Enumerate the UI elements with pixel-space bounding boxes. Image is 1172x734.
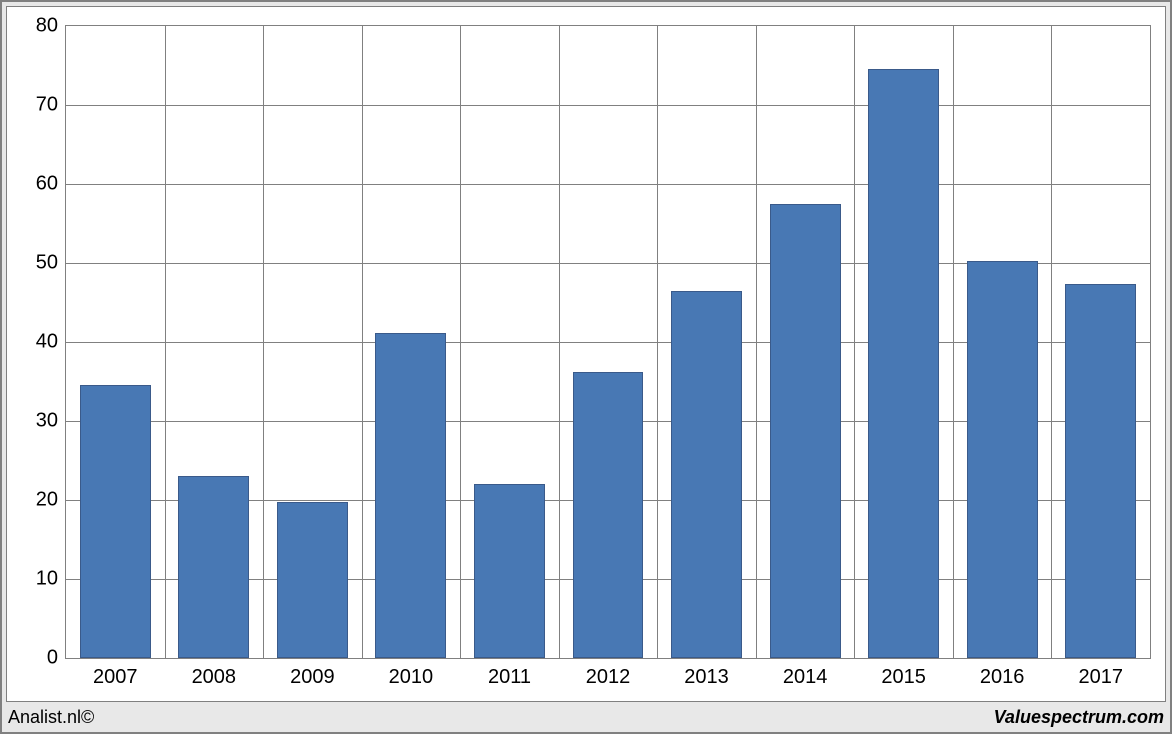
footer-left-label: Analist.nl© — [8, 707, 94, 728]
x-tick-label: 2017 — [1078, 666, 1123, 689]
gridline-h — [66, 184, 1150, 185]
x-tick-label: 2010 — [389, 666, 434, 689]
x-tick-label: 2009 — [290, 666, 335, 689]
bar — [573, 372, 644, 658]
y-tick-label: 50 — [36, 252, 58, 275]
bar — [671, 291, 742, 658]
bar — [178, 476, 249, 658]
bar — [474, 484, 545, 658]
gridline-v — [362, 26, 363, 658]
y-tick-label: 10 — [36, 568, 58, 591]
x-tick-label: 2015 — [881, 666, 926, 689]
x-tick-label: 2012 — [586, 666, 631, 689]
bar — [1065, 284, 1136, 658]
x-tick-label: 2014 — [783, 666, 828, 689]
gridline-v — [1051, 26, 1052, 658]
gridline-v — [953, 26, 954, 658]
gridline-v — [263, 26, 264, 658]
gridline-v — [165, 26, 166, 658]
bar — [80, 385, 151, 658]
bar — [277, 502, 348, 658]
gridline-v — [854, 26, 855, 658]
bar — [967, 261, 1038, 658]
plot-area: 0102030405060708020072008200920102011201… — [65, 25, 1151, 659]
x-tick-label: 2008 — [192, 666, 237, 689]
bar — [770, 204, 841, 658]
gridline-v — [460, 26, 461, 658]
chart-frame: 0 10 20 30 40 50 60 70 80 2007 2008 2009 2010 2011 201… — [0, 0, 1172, 734]
gridline-v — [657, 26, 658, 658]
gridline-v — [559, 26, 560, 658]
y-tick-label: 30 — [36, 410, 58, 433]
x-tick-label: 2016 — [980, 666, 1025, 689]
x-tick-label: 2013 — [684, 666, 729, 689]
chart-inner: 0 10 20 30 40 50 60 70 80 2007 2008 2009 2010 2011 201… — [6, 6, 1166, 702]
x-tick-label: 2007 — [93, 666, 138, 689]
y-tick-label: 0 — [47, 647, 58, 670]
y-tick-label: 40 — [36, 331, 58, 354]
y-tick-label: 20 — [36, 489, 58, 512]
bar — [375, 333, 446, 658]
y-tick-label: 80 — [36, 15, 58, 38]
y-tick-label: 60 — [36, 173, 58, 196]
x-tick-label: 2011 — [488, 666, 531, 689]
bar — [868, 69, 939, 658]
y-tick-label: 70 — [36, 94, 58, 117]
footer-right-label: Valuespectrum.com — [994, 707, 1164, 728]
gridline-v — [756, 26, 757, 658]
gridline-h — [66, 105, 1150, 106]
